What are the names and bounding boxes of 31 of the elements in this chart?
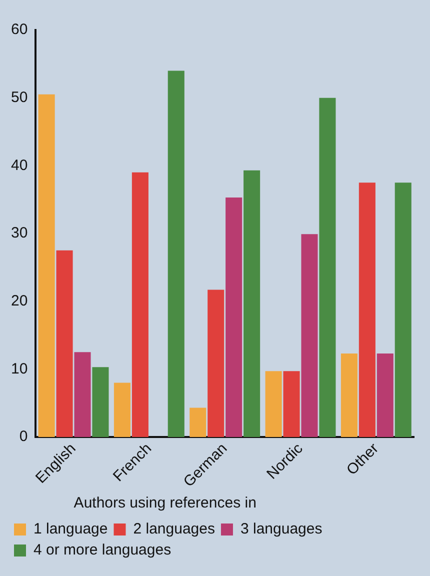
y-tick-label: 60	[10, 21, 28, 38]
bar	[74, 352, 91, 437]
y-tick-label: 20	[10, 292, 28, 310]
bar	[132, 172, 148, 437]
bar	[208, 290, 224, 437]
bar	[244, 170, 260, 437]
bar	[226, 198, 242, 437]
bar	[265, 371, 282, 437]
bar	[394, 182, 412, 437]
y-tick-label: 30	[10, 224, 28, 242]
bar	[283, 371, 300, 437]
legend-label: 1 language	[34, 520, 108, 538]
y-tick-label: 50	[10, 88, 28, 106]
y-tick-label: 10	[10, 360, 28, 378]
y-tick-label: 0	[19, 428, 28, 446]
bar	[168, 70, 184, 437]
bar	[340, 354, 358, 437]
bar	[190, 408, 206, 437]
bar	[114, 382, 130, 437]
legend-label: 3 languages	[240, 520, 322, 538]
bar	[376, 354, 394, 437]
bar	[301, 234, 318, 437]
bar	[38, 94, 55, 437]
bar	[358, 182, 376, 437]
legend-title: Authors using references in	[74, 494, 256, 512]
legend-label: 2 languages	[133, 520, 215, 538]
y-tick-label: 40	[10, 156, 28, 174]
bar	[92, 367, 109, 437]
bar	[56, 250, 73, 437]
bar	[319, 98, 336, 437]
legend-label: 4 or more languages	[34, 542, 172, 559]
